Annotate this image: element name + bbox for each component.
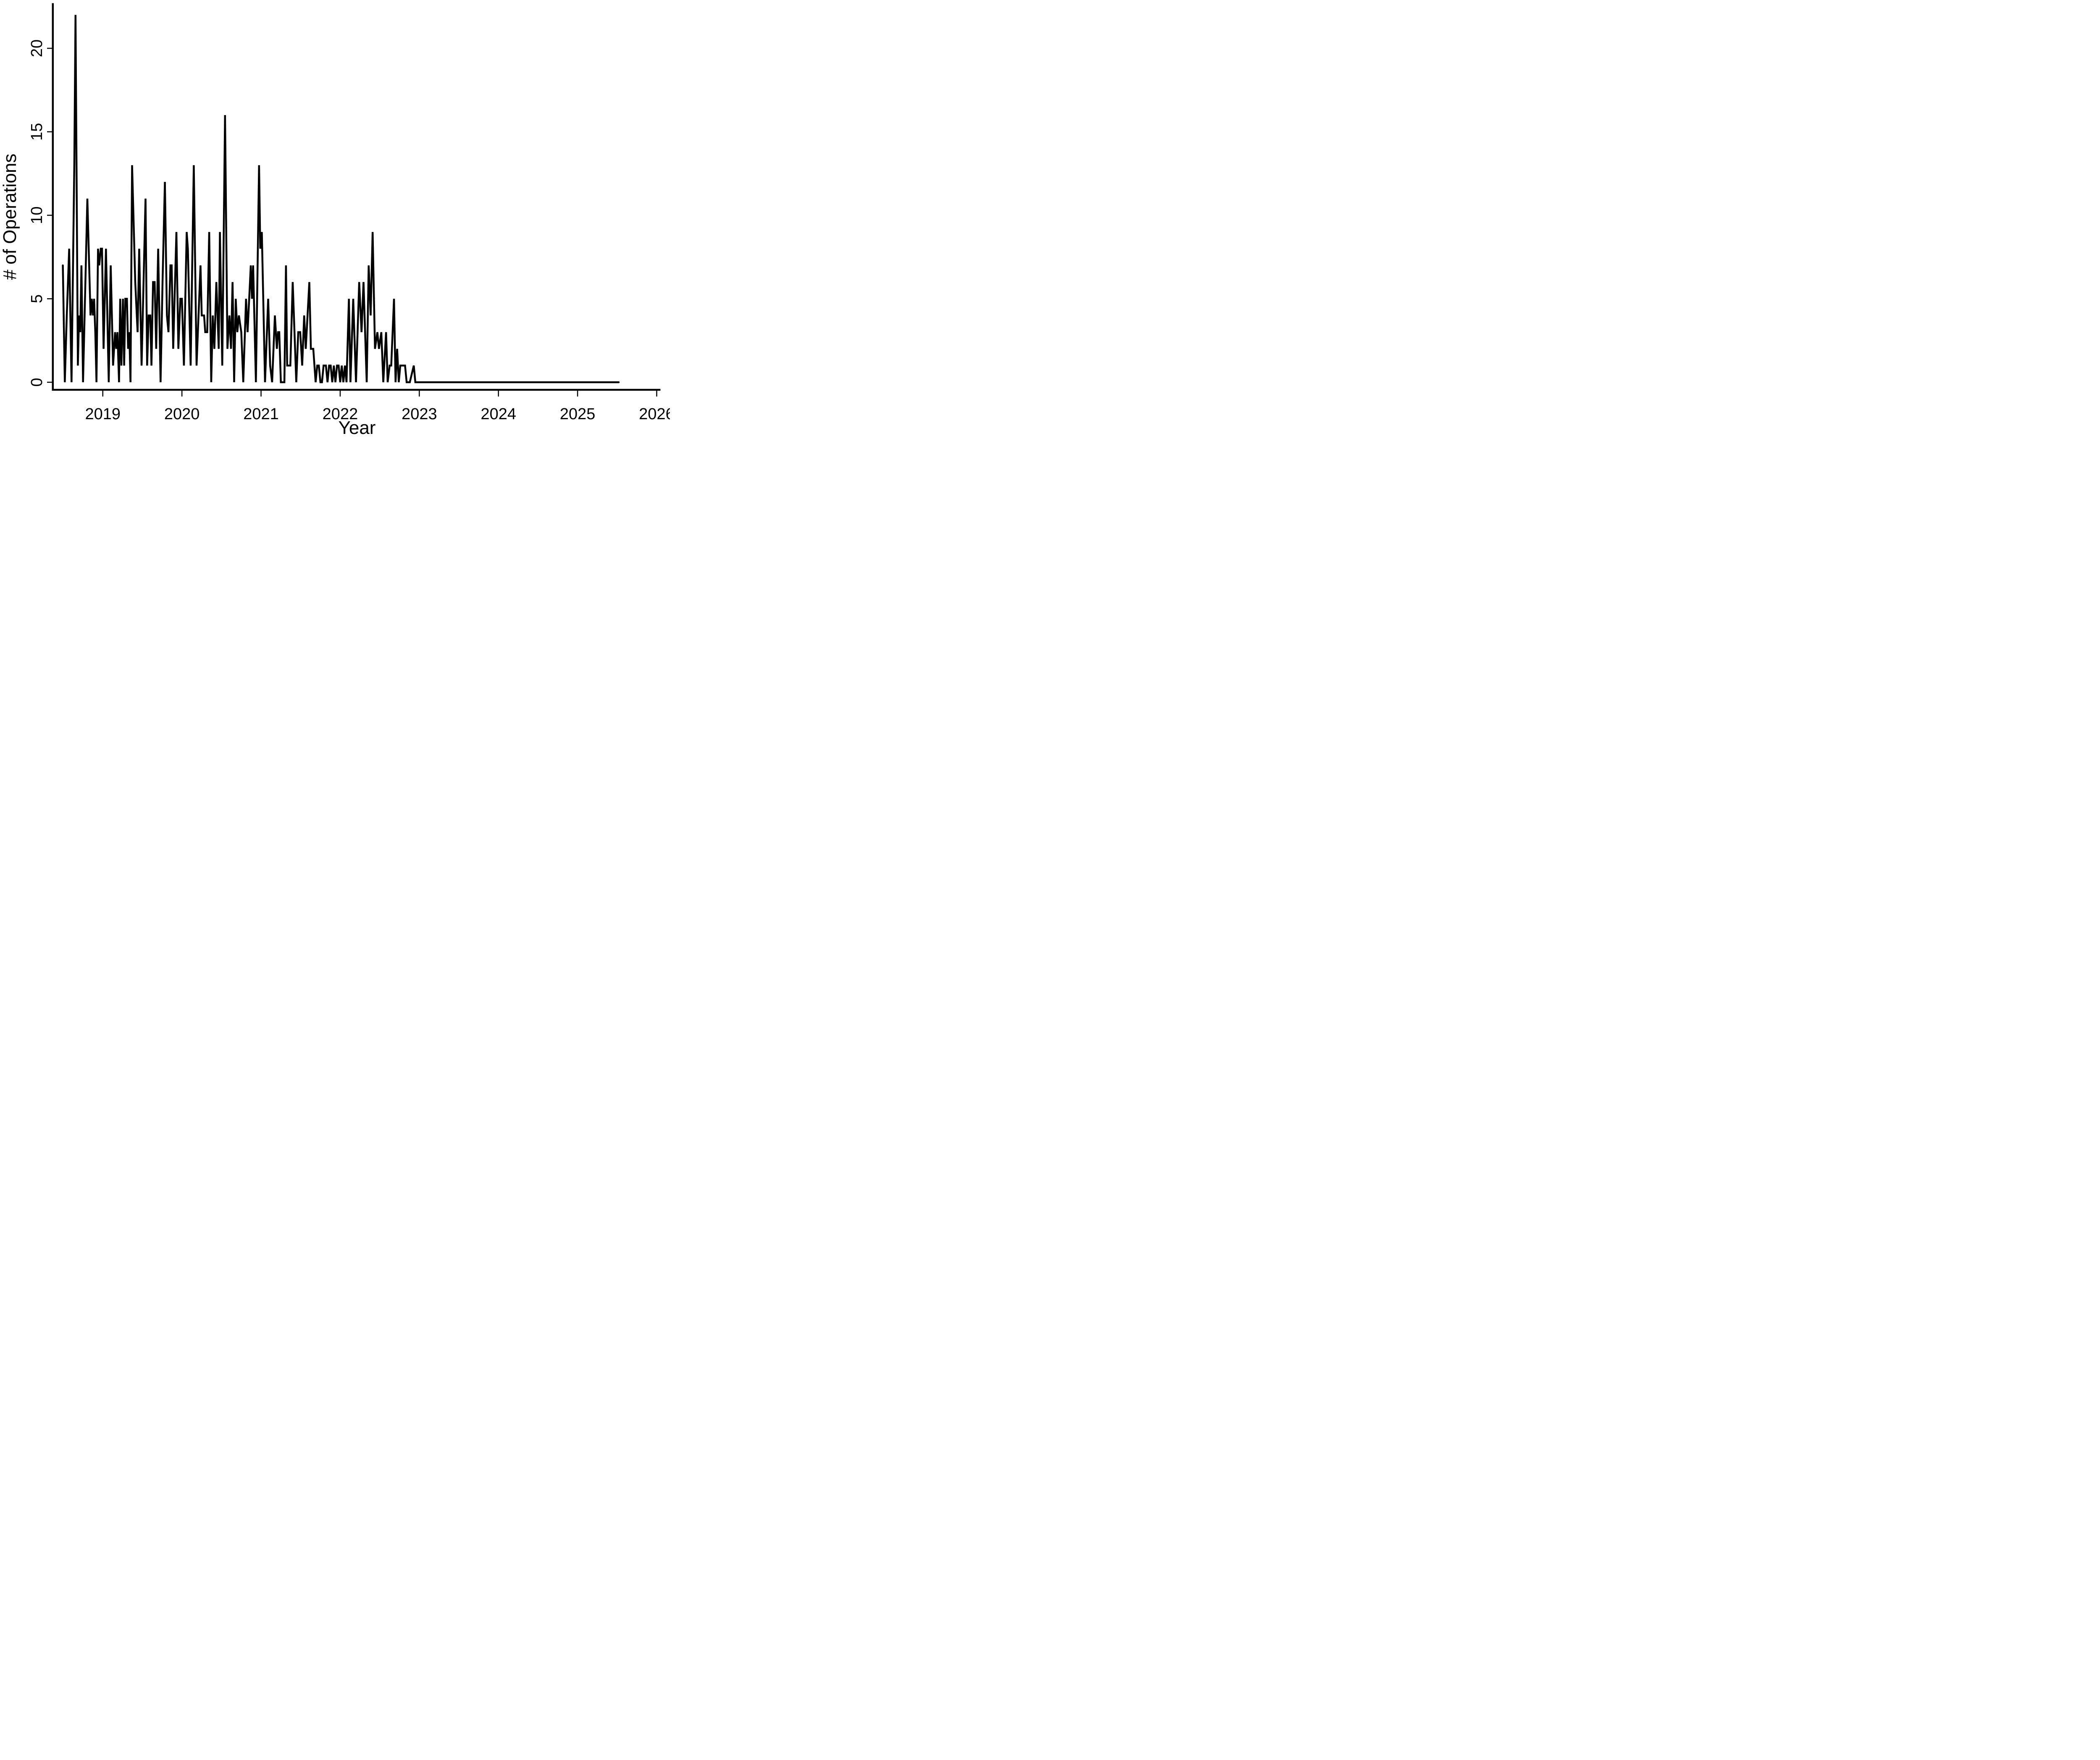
x-tick-label: 2020 bbox=[164, 405, 200, 423]
y-tick-label: 10 bbox=[28, 206, 46, 224]
x-tick-label: 2025 bbox=[560, 405, 596, 423]
x-tick-label: 2019 bbox=[85, 405, 121, 423]
y-axis-ticks: 0 5 10 15 20 bbox=[28, 39, 53, 387]
x-axis-title: Year bbox=[339, 418, 376, 438]
x-tick-label: 2026 bbox=[639, 405, 670, 423]
x-tick-label: 2022 bbox=[323, 405, 358, 423]
x-axis-ticks: 2019 2020 2021 2022 2023 2024 2025 2026 bbox=[85, 390, 675, 423]
data-series bbox=[62, 15, 620, 384]
y-tick-label: 20 bbox=[28, 39, 46, 57]
y-tick-label: 15 bbox=[28, 123, 46, 141]
chart-canvas: 0 5 10 15 20 2019 2020 2021 2022 2023 2024 2025 202… bbox=[0, 3, 675, 438]
y-tick-label: 0 bbox=[28, 378, 46, 386]
x-tick-label: 2023 bbox=[402, 405, 437, 423]
x-tick-label: 2021 bbox=[243, 405, 279, 423]
x-tick-label: 2024 bbox=[480, 405, 516, 423]
line-chart-figure: 0 5 10 15 20 2019 2020 2021 2022 2023 2024 2025 202… bbox=[0, 0, 675, 440]
data-line bbox=[62, 15, 620, 384]
y-axis-title: # of Operations bbox=[0, 154, 20, 280]
y-tick-label: 5 bbox=[28, 294, 46, 303]
